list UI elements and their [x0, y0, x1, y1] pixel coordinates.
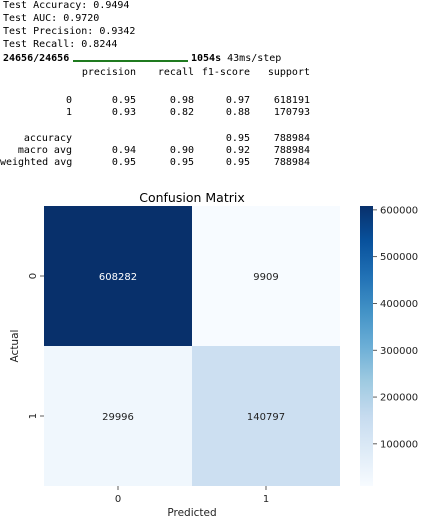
colorbar-tick-label: 200000	[380, 393, 418, 404]
report-cell: 0.82	[169, 107, 194, 118]
heatmap-axes: 0 1 0 1	[28, 273, 269, 505]
heatmap-cell	[44, 346, 192, 486]
progress-steps: 24656/24656	[3, 53, 70, 64]
colorbar-tick-label: 400000	[380, 299, 418, 310]
heatmap-cell-value: 140797	[247, 412, 285, 423]
report-row-label: 1	[65, 107, 72, 118]
colorbar-tick-label: 300000	[380, 346, 418, 357]
x-tick-label: 0	[115, 494, 121, 505]
report-row-label: macro avg	[17, 145, 72, 156]
colorbar	[360, 206, 373, 486]
report-cell: 170793	[273, 107, 310, 118]
test-accuracy-line: Test Accuracy: 0.9494	[3, 0, 130, 11]
x-axis-label: Predicted	[167, 507, 216, 519]
heatmap-cell	[192, 346, 340, 486]
heatmap-cell-value: 29996	[102, 412, 134, 423]
report-header-f1: f1-score	[201, 67, 250, 78]
y-tick-label: 0	[28, 273, 39, 279]
report-cell: 0.92	[225, 145, 250, 156]
heatmap-cells: 608282 9909 29996 140797	[44, 206, 340, 486]
report-cell: 0.90	[169, 145, 194, 156]
report-header-recall: recall	[157, 67, 194, 78]
report-cell: 788984	[273, 157, 310, 168]
heatmap-cell	[44, 206, 192, 346]
report-header-precision: precision	[81, 67, 136, 78]
report-cell: 0.95	[225, 157, 250, 168]
progress-timing: 1054s 43ms/step	[191, 53, 281, 65]
heatmap-cell	[192, 206, 340, 346]
heatmap-cell-value: 608282	[99, 272, 137, 283]
report-cell: 0.94	[111, 145, 136, 156]
report-cell: 0.88	[225, 107, 250, 118]
report-cell: 0.93	[111, 107, 136, 118]
report-cell: 0.95	[225, 133, 250, 144]
x-tick-label: 1	[263, 494, 269, 505]
test-precision-line: Test Precision: 0.9342	[3, 26, 136, 37]
report-row-label: accuracy	[23, 133, 72, 144]
report-row-label: 0	[65, 95, 72, 106]
test-recall-line: Test Recall: 0.8244	[3, 39, 118, 50]
chart-title: Confusion Matrix	[139, 190, 245, 205]
colorbar-tick-label: 500000	[380, 252, 418, 263]
report-cell: 788984	[273, 133, 310, 144]
test-auc-line: Test AUC: 0.9720	[3, 13, 100, 24]
progress-bar	[73, 60, 188, 62]
colorbar-tick-label: 100000	[380, 439, 418, 450]
progress-rate: 43ms/step	[227, 53, 282, 64]
heatmap-cell-value: 9909	[253, 272, 278, 283]
colorbar-ticks: 100000 200000 300000 400000 500000 600000	[373, 205, 418, 450]
report-header-support: support	[267, 67, 310, 78]
report-cell: 788984	[273, 145, 310, 156]
progress-time: 1054s	[191, 53, 222, 64]
report-cell: 0.95	[111, 95, 136, 106]
y-tick-label: 1	[28, 413, 39, 419]
report-cell: 0.98	[169, 95, 194, 106]
colorbar-tick-label: 600000	[380, 205, 418, 216]
report-row-label: weighted avg	[0, 157, 73, 168]
report-cell: 618191	[273, 95, 310, 106]
report-cell: 0.95	[111, 157, 136, 168]
report-cell: 0.97	[225, 95, 250, 106]
report-cell: 0.95	[169, 157, 194, 168]
y-axis-label: Actual	[9, 330, 21, 363]
